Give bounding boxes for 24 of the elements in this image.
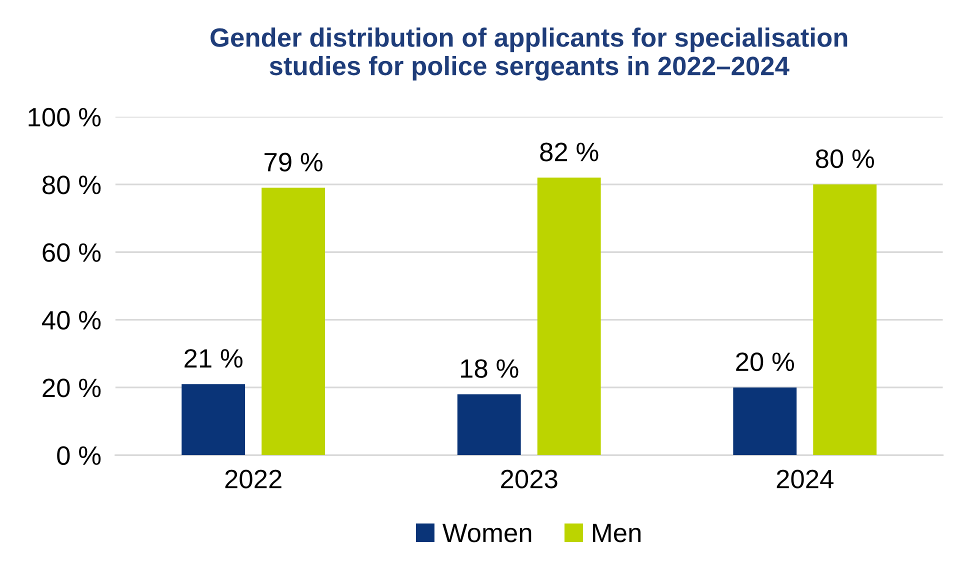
data-label: 82 % — [540, 142, 598, 162]
data-label: 21 % — [184, 349, 242, 368]
y-tick-label: 100 % — [28, 108, 101, 127]
bar — [733, 387, 797, 456]
y-tick-label: 80 % — [42, 176, 101, 194]
bar — [262, 188, 326, 456]
bar — [537, 178, 601, 456]
y-tick-label: 20 % — [42, 378, 101, 398]
y-tick-label: 40 % — [42, 310, 101, 330]
y-tick-label: 60 % — [42, 243, 101, 262]
bar — [813, 184, 877, 456]
data-label: 79 % — [264, 152, 322, 172]
data-label: 20 % — [736, 352, 794, 372]
legend-label: Women — [442, 524, 532, 542]
x-tick-label: 2023 — [501, 470, 558, 488]
legend-label: Men — [593, 524, 641, 542]
bar — [182, 384, 246, 456]
x-tick-label: 2024 — [776, 470, 834, 488]
chart-title: Gender distribution of applicants for specialisation studies for police sergeants in 2022–2024 — [210, 28, 848, 81]
bar — [457, 394, 521, 456]
data-label: 80 % — [816, 149, 874, 168]
data-label: 18 % — [461, 359, 518, 378]
y-tick-label: 0 % — [57, 446, 101, 465]
x-tick-label: 2022 — [225, 470, 282, 488]
